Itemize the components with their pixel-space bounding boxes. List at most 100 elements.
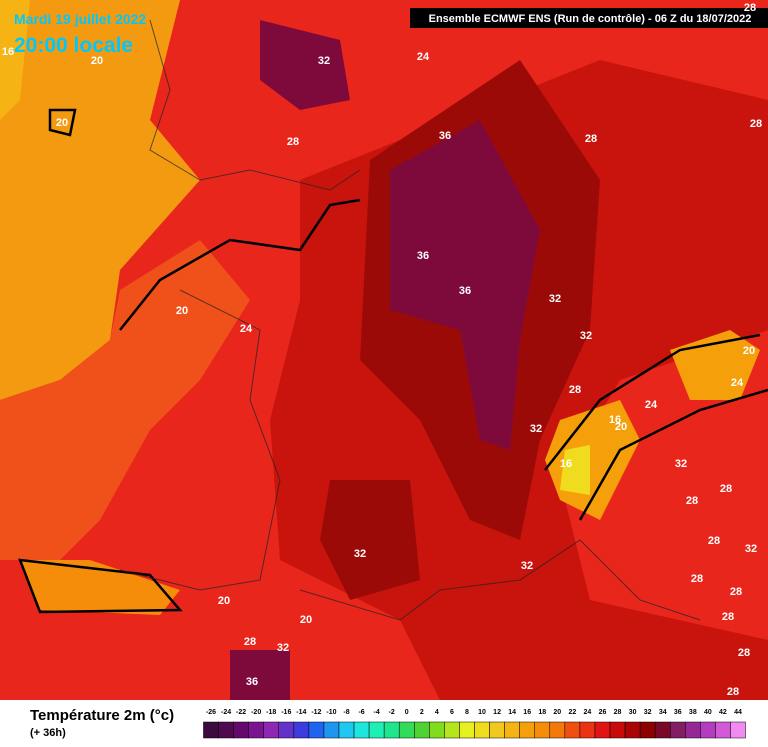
contour-label: 32 (521, 560, 533, 572)
legend-swatch (444, 721, 460, 739)
legend-tick: 28 (614, 709, 622, 716)
legend-tick: 40 (704, 709, 712, 716)
ocean-warm (0, 0, 200, 400)
contour-label: 28 (727, 686, 739, 698)
legend-swatch (203, 721, 219, 739)
date: Mardi 19 juillet 2022 (14, 11, 146, 27)
hot-north (260, 20, 350, 110)
legend-swatch (685, 721, 701, 739)
contour-label: 20 (218, 595, 230, 607)
legend-tick: 10 (478, 709, 486, 716)
legend-tick: 42 (719, 709, 727, 716)
contour (48, 108, 77, 137)
legend-swatch (429, 721, 445, 739)
contour-label: 28 (708, 535, 720, 547)
contour-label: 32 (354, 548, 366, 560)
legend-tick: -22 (236, 709, 246, 716)
legend-tick: -2 (389, 709, 395, 716)
legend-tick: 2 (420, 709, 424, 716)
legend-tick: 38 (689, 709, 697, 716)
legend-tick: 22 (568, 709, 576, 716)
legend-swatch (263, 721, 280, 739)
legend-swatch (594, 721, 611, 739)
land-hottest (390, 120, 540, 450)
legend-swatch (368, 721, 385, 739)
legend-tick: -10 (326, 709, 336, 716)
legend-swatch (338, 721, 355, 739)
legend-subtitle: (+ 36h) (30, 727, 66, 739)
legend-tick: 32 (644, 709, 652, 716)
legend-swatch (639, 721, 656, 739)
contour-label: 32 (277, 642, 289, 654)
legend: -26 -24 -22 -20 -18 -16 -14 -12 -10 -8 -6 -4 -2 0 2 4 6 8… (203, 709, 746, 739)
legend-tick: -16 (281, 709, 291, 716)
contour-label: 28 (730, 586, 742, 598)
legend-swatch (474, 721, 490, 739)
legend-tick: 20 (553, 709, 561, 716)
contour-label: 20 (300, 614, 312, 626)
legend-tick: -8 (343, 709, 349, 716)
legend-swatch (654, 721, 671, 739)
contour-label: 24 (240, 323, 253, 335)
contour-label: 28 (287, 136, 299, 148)
legend-tick: 34 (659, 709, 667, 716)
legend-swatch (715, 721, 731, 739)
contour-label: 28 (750, 118, 762, 130)
legend-swatch (323, 721, 340, 739)
contour-label: 28 (585, 133, 597, 145)
coast (299, 539, 701, 621)
legend-tick: -12 (311, 709, 321, 716)
contour-label: 20 (56, 117, 68, 129)
coast (119, 289, 281, 591)
ocean-south (20, 560, 180, 615)
contour-label: 28 (722, 611, 734, 623)
contour-label: 36 (439, 130, 451, 142)
legend-tick: -14 (296, 709, 306, 716)
legend-tick: -6 (358, 709, 364, 716)
contour-label: 32 (530, 423, 542, 435)
legend-swatch (218, 721, 234, 739)
contour-label: 20 (176, 305, 188, 317)
legend-tick: 44 (734, 709, 742, 716)
contour-label: 32 (675, 458, 687, 470)
legend-swatch (414, 721, 430, 739)
legend-swatch (293, 721, 310, 739)
legend-swatch (549, 721, 566, 739)
contour-label: 20 (743, 345, 755, 357)
alps-cold (560, 445, 590, 495)
contour-label: 32 (745, 543, 757, 555)
contour-label: 28 (720, 483, 732, 495)
contour-label: 36 (417, 250, 429, 262)
coast (149, 19, 361, 191)
contour-label: 28 (686, 495, 698, 507)
legend-tick: 30 (629, 709, 637, 716)
contour-label: 28 (738, 647, 750, 659)
contour-label: 32 (580, 330, 592, 342)
contour-label: 20 (615, 421, 627, 433)
run-info: Ensemble ECMWF ENS (Run de contrôle) - 0… (429, 13, 752, 25)
legend-tick: 26 (599, 709, 607, 716)
contour-label: 32 (549, 293, 561, 305)
contour-label: 16 (609, 414, 621, 426)
legend-tick: 18 (538, 709, 546, 716)
legend-swatch (383, 721, 400, 739)
contour-label: 28 (691, 573, 703, 585)
legend-swatch (579, 721, 596, 739)
legend-swatch (564, 721, 581, 739)
legend-tick: 36 (674, 709, 682, 716)
time: 20:00 locale (14, 34, 133, 57)
legend-tick: 6 (450, 709, 454, 716)
hot-spain (230, 650, 290, 700)
legend-tick: 12 (493, 709, 501, 716)
legend-tick: -18 (266, 709, 276, 716)
legend-swatch (233, 721, 249, 739)
contour-label: 24 (417, 51, 430, 63)
legend-swatch (353, 721, 370, 739)
legend-swatch (278, 721, 295, 739)
hot-south (320, 480, 420, 600)
contour-label: 36 (246, 676, 258, 688)
legend-swatch (700, 721, 716, 739)
legend-tick: 8 (465, 709, 469, 716)
